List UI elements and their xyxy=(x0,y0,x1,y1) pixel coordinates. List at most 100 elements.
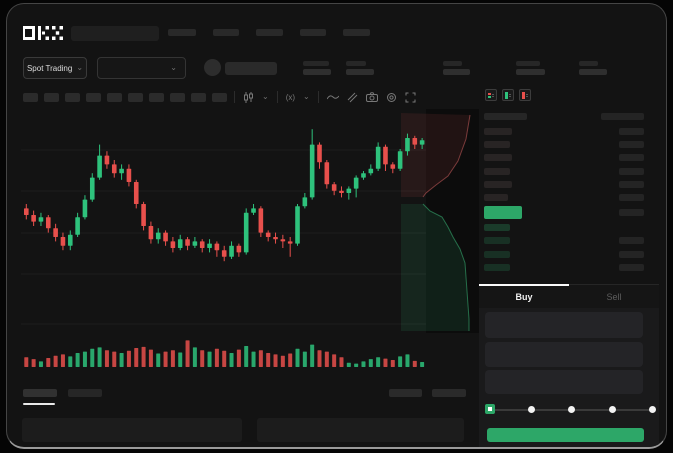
stat-label-placeholder xyxy=(303,61,329,66)
timeframe-button[interactable] xyxy=(107,93,122,102)
nav-item-placeholder[interactable] xyxy=(300,29,326,36)
okx-logo[interactable] xyxy=(22,26,64,45)
top-nav-menu xyxy=(168,29,370,36)
tab-buy[interactable]: Buy xyxy=(479,284,569,308)
nav-item-placeholder[interactable] xyxy=(256,29,283,36)
slider-stop-dot[interactable] xyxy=(527,406,535,413)
ask-row[interactable] xyxy=(484,167,644,175)
book-asks-icon[interactable] xyxy=(519,89,531,101)
timeframe-button[interactable] xyxy=(23,93,38,102)
bottom-tab-active[interactable] xyxy=(23,389,57,397)
market-stat xyxy=(303,61,331,75)
ask-price-bar xyxy=(484,180,512,188)
stat-value-placeholder xyxy=(516,69,545,75)
order-input-field[interactable] xyxy=(485,342,643,367)
stat-label-placeholder xyxy=(516,61,540,66)
ask-row[interactable] xyxy=(484,154,644,162)
bid-price-bar xyxy=(484,224,510,231)
timeframe-selector xyxy=(23,93,227,102)
timeframe-button[interactable] xyxy=(44,93,59,102)
bid-price-bar xyxy=(484,237,510,245)
bid-row[interactable] xyxy=(484,224,644,231)
ask-amount-bar xyxy=(619,194,644,201)
slider-handle[interactable] xyxy=(485,404,495,414)
ask-row[interactable] xyxy=(484,194,644,201)
order-form xyxy=(479,308,659,447)
bid-amount-bar xyxy=(619,250,644,258)
timeframe-button[interactable] xyxy=(149,93,164,102)
order-input-field[interactable] xyxy=(485,312,643,338)
market-stat xyxy=(516,61,545,75)
bottom-panel-placeholder xyxy=(257,418,464,442)
market-stat xyxy=(443,61,470,75)
ask-price-bar xyxy=(484,141,510,149)
nav-item-placeholder[interactable] xyxy=(168,29,196,36)
book-combined-icon[interactable] xyxy=(485,89,497,101)
line-wave-icon[interactable] xyxy=(326,93,339,101)
slider-stop-dot[interactable] xyxy=(568,406,575,413)
chevron-down-icon[interactable]: ⌄ xyxy=(303,92,310,101)
bid-row[interactable] xyxy=(484,250,644,258)
camera-icon[interactable] xyxy=(365,92,378,102)
timeframe-button[interactable] xyxy=(191,93,206,102)
coin-avatar xyxy=(204,59,221,76)
bottom-action-button[interactable] xyxy=(389,389,422,397)
tab-sell-label: Sell xyxy=(606,291,622,302)
divider xyxy=(234,91,235,103)
candle-type-icon[interactable] xyxy=(243,91,254,103)
bottom-tab[interactable] xyxy=(68,389,102,397)
orderbook-header xyxy=(484,113,644,120)
order-input-field[interactable] xyxy=(485,370,643,394)
bottom-action-button[interactable] xyxy=(432,389,466,397)
nav-item-placeholder[interactable] xyxy=(213,29,239,36)
bid-price-bar xyxy=(484,264,510,272)
indicator-fx-icon[interactable]: (x) xyxy=(285,92,296,102)
slider-stop-dot[interactable] xyxy=(649,406,656,413)
amount-slider[interactable] xyxy=(483,402,656,418)
timeframe-button[interactable] xyxy=(128,93,143,102)
timeframe-button[interactable] xyxy=(170,93,185,102)
tab-buy-label: Buy xyxy=(515,291,533,302)
draw-tools-icon[interactable] xyxy=(347,92,358,103)
buy-submit-button[interactable] xyxy=(487,428,644,442)
market-mode-selector[interactable]: Spot Trading ⌄ xyxy=(23,57,87,79)
pair-select-dropdown[interactable]: ⌄ xyxy=(97,57,186,79)
ask-price-bar xyxy=(484,167,510,175)
bid-amount-bar xyxy=(619,264,644,272)
fullscreen-icon[interactable] xyxy=(405,92,416,103)
slider-stop-dot[interactable] xyxy=(608,406,616,413)
stat-label-placeholder xyxy=(579,61,598,66)
book-bids-icon[interactable] xyxy=(502,89,514,101)
divider xyxy=(317,91,319,103)
search-input[interactable] xyxy=(71,26,159,41)
last-price-badge xyxy=(484,206,522,219)
timeframe-button[interactable] xyxy=(212,93,227,102)
chevron-down-icon[interactable]: ⌄ xyxy=(262,92,269,101)
stat-value-placeholder xyxy=(443,69,470,75)
ask-row[interactable] xyxy=(484,180,644,188)
active-tab-underline xyxy=(23,403,55,405)
bottom-panel-placeholder xyxy=(22,418,242,442)
ask-price-bar xyxy=(484,154,512,162)
ask-row[interactable] xyxy=(484,141,644,149)
bid-row[interactable] xyxy=(484,237,644,245)
bid-row[interactable] xyxy=(484,264,644,272)
stat-label-placeholder xyxy=(443,61,462,66)
settings-gear-icon[interactable] xyxy=(386,92,397,103)
stat-label-placeholder xyxy=(346,61,366,66)
ask-amount-bar xyxy=(619,154,644,162)
tab-sell[interactable]: Sell xyxy=(569,285,659,308)
ask-amount-bar xyxy=(619,128,644,135)
chart-canvas[interactable] xyxy=(21,109,479,371)
stat-value-placeholder xyxy=(346,69,374,75)
pair-name-placeholder[interactable] xyxy=(225,62,277,75)
trade-side-tabs: Buy Sell xyxy=(479,284,659,308)
orderbook-last-price-row[interactable] xyxy=(484,206,644,219)
orderbook-view-toggles xyxy=(485,89,531,101)
timeframe-button[interactable] xyxy=(86,93,101,102)
ask-row[interactable] xyxy=(484,128,644,135)
candlestick-chart xyxy=(21,109,479,367)
timeframe-button[interactable] xyxy=(65,93,80,102)
nav-item-placeholder[interactable] xyxy=(343,29,370,36)
